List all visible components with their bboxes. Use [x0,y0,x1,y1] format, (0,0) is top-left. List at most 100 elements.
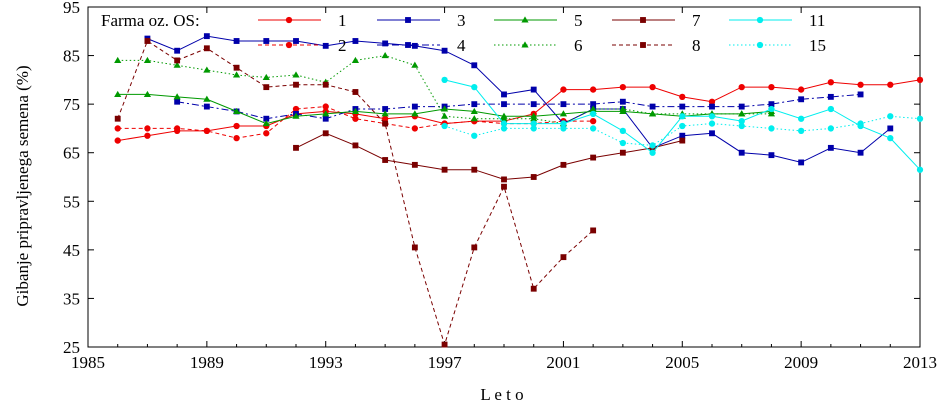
data-point [530,86,537,93]
data-point [738,103,745,110]
x-tick-label: 1993 [309,353,343,372]
data-point [560,254,567,261]
data-point [589,110,597,118]
data-point [411,61,419,68]
legend-label: 5 [574,11,583,30]
series-6 [114,51,776,127]
data-point [827,93,834,100]
data-point [887,81,894,88]
y-tick-label: 85 [63,47,80,66]
data-point [619,83,627,91]
data-point [768,105,775,113]
legend-entry-11: 11 [729,11,825,30]
data-point [203,33,210,40]
data-point [501,183,507,190]
data-point [322,130,329,137]
data-point [114,90,122,97]
data-point [559,110,568,117]
data-point [262,73,270,80]
data-point [679,93,686,101]
data-point [501,176,507,183]
data-point [738,122,745,130]
data-point [441,122,448,130]
data-point [114,56,122,63]
data-point [263,130,270,137]
series-layer [114,33,924,348]
data-point [233,134,240,142]
data-point [381,51,389,59]
data-point [708,98,716,105]
legend-label: 3 [457,11,466,30]
data-point [471,244,478,251]
data-point [144,38,151,44]
data-point [143,90,152,97]
series-line-8 [117,40,594,347]
data-point [619,105,627,112]
data-point [560,101,567,108]
data-point [382,106,389,112]
data-point [857,81,864,88]
data-point [352,115,359,122]
series-line-3 [147,35,891,163]
data-point [530,174,537,180]
data-point [292,112,300,119]
data-point [500,125,508,132]
data-point [649,142,656,149]
legend: 1 2 3 4 5 6 7 8 11 15 [258,11,826,55]
y-tick-label: 75 [63,95,80,114]
legend-marker [756,41,764,49]
data-point [322,81,329,88]
legend-label: 1 [338,11,347,30]
data-point [708,113,716,120]
data-point [381,115,389,122]
data-point [916,166,924,173]
data-point [738,149,745,156]
data-point [322,103,329,110]
series-7 [293,130,686,183]
legend-label: 8 [692,36,701,55]
legend-entry-7: 7 [612,11,701,30]
data-point [679,113,686,120]
data-point [709,103,715,110]
data-point [173,125,181,132]
data-point [708,120,716,127]
data-point [174,47,181,54]
data-point [590,227,597,234]
legend-label: 11 [809,11,825,30]
data-point [262,119,270,127]
data-point [501,91,507,98]
data-point [887,113,894,120]
x-tick-label: 2001 [546,353,580,372]
data-point [293,144,299,151]
data-point [679,122,686,130]
data-point [501,101,507,108]
data-point [797,127,805,135]
data-point [293,38,299,44]
legend-label: 2 [338,36,347,55]
data-point [351,56,360,63]
data-point [857,91,864,98]
data-point [441,76,448,84]
x-tick-label: 1985 [71,353,105,372]
data-point [560,86,567,93]
data-point [173,61,181,68]
data-point [589,86,597,93]
data-point [352,142,359,149]
data-point [738,117,745,125]
data-point [203,45,210,52]
legend-marker [521,41,529,48]
data-point [560,161,567,168]
series-line-7 [295,132,683,180]
data-point [589,105,597,112]
data-point [382,40,389,47]
data-point [560,120,567,127]
data-point [411,103,418,110]
data-point [441,47,448,54]
data-point [648,110,657,117]
data-point [590,154,597,161]
data-point [530,115,538,122]
data-point [827,105,835,113]
data-point [322,110,330,117]
data-point [916,115,924,122]
data-point [649,149,656,156]
